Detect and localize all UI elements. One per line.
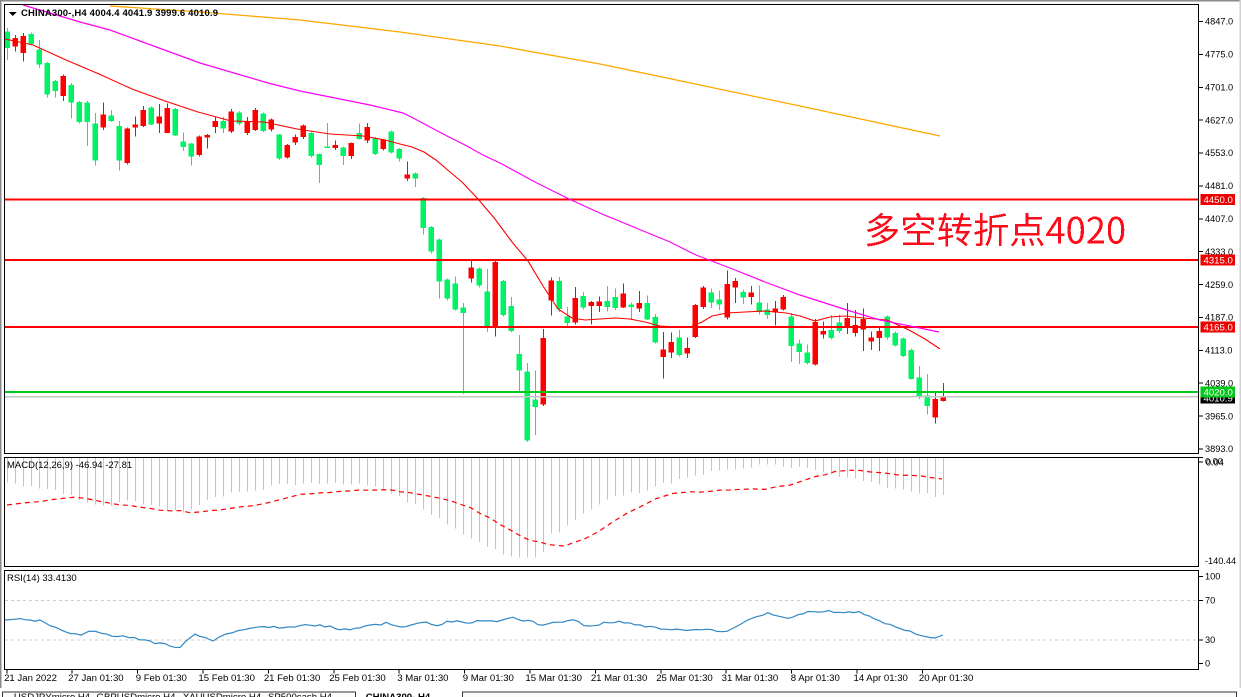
svg-text:15 Mar 01:30: 15 Mar 01:30: [525, 673, 582, 684]
svg-text:3 Mar 01:30: 3 Mar 01:30: [397, 673, 448, 684]
svg-text:25 Feb 01:30: 25 Feb 01:30: [329, 673, 386, 684]
svg-text:70: 70: [1205, 596, 1215, 606]
svg-text:0.00: 0.00: [1205, 457, 1223, 467]
svg-text:9 Mar 01:30: 9 Mar 01:30: [463, 673, 514, 684]
svg-text:4553.0: 4553.0: [1205, 148, 1233, 158]
svg-text:25 Mar 01:30: 25 Mar 01:30: [656, 673, 713, 684]
svg-text:XAUUSDmicro,H4: XAUUSDmicro,H4: [183, 692, 262, 697]
svg-text:3965.0: 3965.0: [1205, 411, 1233, 421]
svg-text:15 Feb 01:30: 15 Feb 01:30: [198, 673, 255, 684]
svg-text:4775.0: 4775.0: [1205, 50, 1233, 60]
svg-text:0.04: 0.04: [1206, 458, 1224, 468]
svg-text:4020.0: 4020.0: [1204, 387, 1233, 398]
svg-text:4259.0: 4259.0: [1205, 280, 1233, 290]
svg-text:21 Feb 01:30: 21 Feb 01:30: [264, 673, 321, 684]
svg-text:4010.9: 4010.9: [1204, 394, 1233, 405]
svg-text:4627.0: 4627.0: [1205, 115, 1233, 125]
svg-text:27 Jan 01:30: 27 Jan 01:30: [68, 673, 123, 684]
svg-text:20 Apr 01:30: 20 Apr 01:30: [919, 673, 973, 684]
svg-text:4113.0: 4113.0: [1205, 346, 1232, 356]
svg-text:RSI(14) 33.4130: RSI(14) 33.4130: [7, 573, 77, 584]
svg-text:21 Jan 2022: 21 Jan 2022: [4, 673, 57, 684]
svg-text:GBPUSDmicro,H4: GBPUSDmicro,H4: [97, 692, 177, 697]
svg-text:3893.0: 3893.0: [1205, 444, 1233, 454]
svg-text:14 Apr 01:30: 14 Apr 01:30: [853, 673, 907, 684]
svg-text:4333.0: 4333.0: [1205, 247, 1233, 257]
svg-text:4187.0: 4187.0: [1205, 313, 1233, 323]
svg-text:9 Feb 01:30: 9 Feb 01:30: [136, 673, 187, 684]
svg-text:4315.0: 4315.0: [1204, 255, 1233, 266]
svg-text:CHINA300-,H4: CHINA300-,H4: [366, 692, 431, 697]
svg-text:31 Mar 01:30: 31 Mar 01:30: [722, 673, 779, 684]
svg-text:4450.0: 4450.0: [1204, 195, 1233, 206]
svg-text:4701.0: 4701.0: [1205, 83, 1233, 93]
svg-text:21 Mar 01:30: 21 Mar 01:30: [591, 673, 648, 684]
svg-text:-140.44: -140.44: [1205, 556, 1236, 566]
svg-text:0: 0: [1205, 659, 1210, 669]
svg-text:30: 30: [1205, 635, 1215, 645]
svg-text:4039.0: 4039.0: [1205, 378, 1233, 388]
svg-text:8 Apr 01:30: 8 Apr 01:30: [791, 673, 840, 684]
svg-text:SP500cash,H4: SP500cash,H4: [268, 692, 333, 697]
svg-text:MACD(12,26,9) -46.94 -27.81: MACD(12,26,9) -46.94 -27.81: [7, 460, 132, 471]
svg-text:4847.0: 4847.0: [1205, 17, 1233, 27]
svg-text:4407.0: 4407.0: [1205, 214, 1233, 224]
svg-text:USDJPYmicro,H4: USDJPYmicro,H4: [14, 692, 91, 697]
svg-text:4165.0: 4165.0: [1204, 323, 1233, 334]
svg-text:4481.0: 4481.0: [1205, 181, 1233, 191]
svg-text:100: 100: [1205, 572, 1220, 582]
svg-text:CHINA300-,H4 4004.4 4041.9 39: CHINA300-,H4 4004.4 4041.9 3999.6 4010.9: [21, 8, 218, 19]
